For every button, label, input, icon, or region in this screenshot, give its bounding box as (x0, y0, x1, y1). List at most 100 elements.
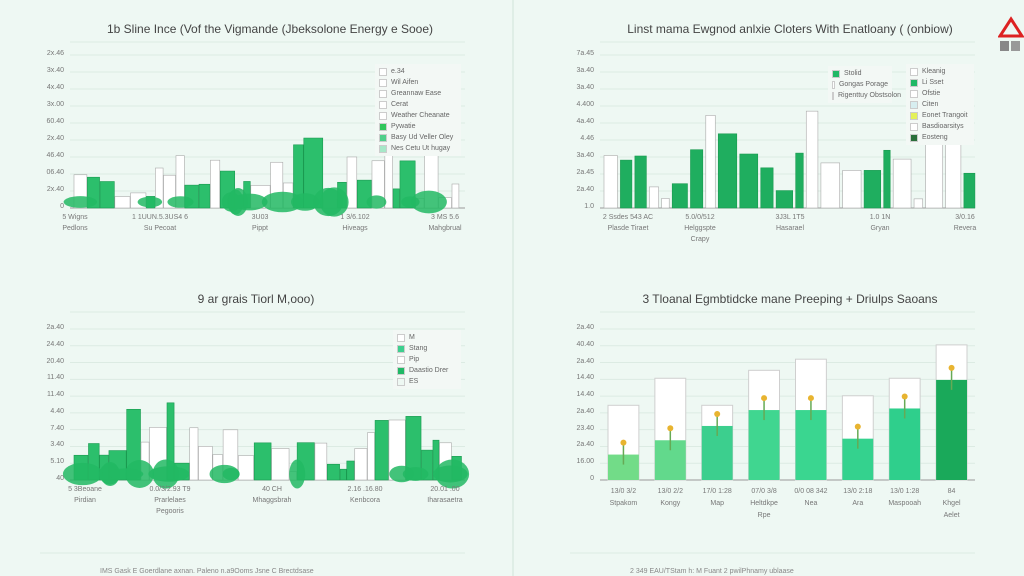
legend-item: Nes Cetu Ut hugay (379, 143, 457, 154)
x-tick-label: Rpe (757, 512, 771, 519)
legend-label: Gongas Porage (838, 81, 888, 88)
legend-label: Pip (409, 356, 420, 363)
illustration-building (945, 142, 962, 209)
legend-label: Greannaw Ease (391, 90, 442, 97)
bar-marker (807, 395, 814, 402)
footnote: IMS Gask E Goerdlane axnan. Paleno n.a9O… (100, 568, 314, 575)
legend-item: Eonet Trangoit (910, 110, 970, 121)
x-tick-label: 1 1UUN.5.3US4 6 (131, 214, 189, 221)
x-tick-label: 5 3Beoane (68, 486, 102, 493)
y-tick-label: 14.40 (576, 374, 594, 382)
y-tick-label: 3x.00 (46, 101, 64, 108)
illustration-building (198, 446, 213, 481)
illustration-building (883, 149, 891, 209)
legend-swatch (832, 69, 840, 78)
legend-swatch (832, 80, 835, 89)
y-tick-label: 60.40 (46, 118, 64, 125)
illustration-tree (209, 464, 240, 484)
y-tick-label: 2a.40 (576, 324, 594, 331)
legend-label: Wil Aifen (391, 79, 419, 86)
x-tick-label: Ara (852, 500, 864, 507)
legend-item: ES (397, 376, 457, 387)
legend-label: e.34 (391, 68, 405, 75)
illustration-building (189, 427, 199, 481)
illustration-building (210, 159, 221, 209)
chart-title: 3 Tloanal Egmbtidcke mane Preeping + Dri… (642, 292, 938, 306)
x-tick-label: 1.0 1N (869, 214, 891, 221)
x-tick-label: Pedlons (62, 225, 88, 232)
x-tick-label: Iharasaetra (427, 497, 463, 504)
legend-item: Pywatie (379, 121, 457, 132)
illustration-building (114, 196, 131, 209)
x-tick-label: Khgel (942, 500, 961, 507)
chart-title: Linst mama Ewgnod anlxie Cloters With En… (627, 22, 953, 36)
bar-marker (761, 395, 768, 402)
illustration-tree (410, 190, 447, 214)
x-tick-label: Pippt (252, 225, 268, 232)
legend-label: Stang (409, 345, 428, 352)
legend-item: Rigenttuy Obstsolon (832, 90, 901, 101)
legend-item: Gongas Porage (832, 79, 888, 90)
y-tick-label: 0 (590, 475, 594, 482)
x-tick-label: Helggspte (684, 225, 716, 232)
illustration-building (374, 420, 389, 481)
x-tick-label: Kenbcora (350, 497, 380, 504)
x-tick-label: Heltdkpe (750, 500, 778, 507)
legend-item: Pip (397, 354, 457, 365)
x-tick-label: Su Pecoat (143, 225, 177, 232)
y-tick-label: 3a.40 (576, 67, 594, 74)
bar (795, 410, 827, 480)
illustration-building (354, 448, 368, 481)
illustration-building (913, 198, 923, 209)
y-tick-label: 3x.40 (46, 67, 64, 74)
legend-swatch (397, 355, 405, 364)
x-tick-label: 1 3/6.102 (340, 214, 370, 221)
x-tick-label: 84 (947, 488, 956, 495)
legend-item: Ofstie (910, 88, 970, 99)
x-tick-label: Maspooah (888, 500, 922, 507)
x-tick-label: 3/0.16 (955, 214, 975, 221)
legend-item: Basy Ud Veller Oley (379, 132, 457, 143)
illustration-building (163, 174, 176, 209)
right-column (512, 0, 1024, 576)
illustration-building (603, 155, 618, 209)
bar-marker (620, 439, 627, 446)
x-tick-label: Mahgbrual (428, 225, 462, 232)
illustration-building (775, 190, 793, 209)
chart-title: 1b Sline Ince (Vof the Vigmande (Jbeksol… (107, 22, 433, 36)
x-tick-label: 20.01 .00 (430, 486, 460, 493)
y-tick-label: 4.46 (580, 135, 594, 142)
illustration-tree (366, 195, 387, 209)
y-tick-label: 11.40 (47, 391, 64, 399)
y-tick-label: 46.40 (46, 152, 64, 159)
illustration-building (175, 155, 185, 209)
y-tick-label: 4x.40 (46, 84, 64, 91)
y-tick-label: 2a.40 (576, 441, 594, 449)
illustration-building (99, 181, 115, 209)
x-tick-label: 13/0 2:18 (843, 488, 873, 495)
y-tick-label: 3.40 (50, 441, 64, 449)
x-tick-label: 13/0 3/2 (610, 488, 637, 495)
legend-swatch (397, 333, 405, 342)
y-tick-label: 7a.45 (576, 50, 594, 57)
x-tick-label: 3 MS 5.6 (430, 214, 459, 221)
illustration-building (760, 167, 774, 209)
y-tick-label: 2x.40 (46, 186, 64, 193)
legend-item: Stang (397, 343, 457, 354)
y-tick-label: 2a.40 (576, 407, 594, 415)
illustration-tree (62, 462, 103, 486)
y-tick-label: 4a.40 (576, 118, 594, 125)
y-tick-label: 5.10 (50, 458, 64, 466)
legend-label: Daastio Drer (409, 367, 449, 374)
y-tick-label: 2a.40 (46, 324, 64, 331)
bar (748, 410, 780, 480)
illustration-tree (261, 191, 304, 213)
x-tick-label: Hiveags (342, 225, 368, 232)
legend-item: Kleanig (910, 66, 970, 77)
legend-item: Basdioarsitys (910, 121, 970, 132)
legend-swatch (832, 91, 834, 100)
x-tick-label: 17/0 1:28 (702, 488, 732, 495)
legend-swatch (379, 111, 387, 120)
y-tick-label: 2a.40 (576, 357, 594, 365)
